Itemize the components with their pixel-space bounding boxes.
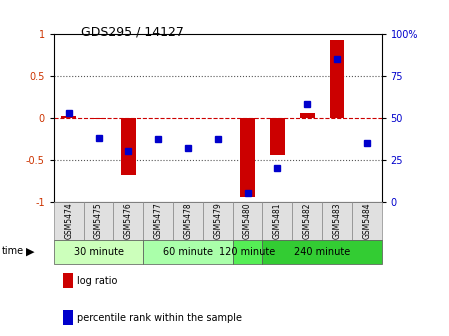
Text: GSM5479: GSM5479: [213, 203, 222, 239]
FancyBboxPatch shape: [203, 202, 233, 240]
FancyBboxPatch shape: [54, 202, 84, 240]
Text: GSM5481: GSM5481: [273, 203, 282, 239]
Bar: [121, 118, 136, 175]
Text: 120 minute: 120 minute: [220, 247, 276, 257]
Text: GDS295 / 14127: GDS295 / 14127: [81, 25, 184, 38]
Text: GSM5476: GSM5476: [124, 203, 133, 239]
Text: GSM5475: GSM5475: [94, 203, 103, 239]
FancyBboxPatch shape: [322, 202, 352, 240]
FancyBboxPatch shape: [292, 202, 322, 240]
Text: GSM5478: GSM5478: [184, 203, 193, 239]
Text: ▶: ▶: [26, 246, 35, 256]
Bar: [270, 118, 285, 155]
FancyBboxPatch shape: [352, 202, 382, 240]
Text: time: time: [2, 246, 24, 256]
Text: GSM5477: GSM5477: [154, 203, 163, 239]
Text: GSM5480: GSM5480: [243, 203, 252, 239]
FancyBboxPatch shape: [143, 240, 233, 264]
Bar: [91, 118, 106, 119]
Text: 30 minute: 30 minute: [74, 247, 123, 257]
FancyBboxPatch shape: [233, 240, 263, 264]
FancyBboxPatch shape: [263, 240, 382, 264]
Bar: [330, 40, 344, 118]
FancyBboxPatch shape: [263, 202, 292, 240]
Bar: [240, 118, 255, 197]
Bar: [62, 116, 76, 118]
Text: GSM5484: GSM5484: [362, 203, 371, 239]
FancyBboxPatch shape: [143, 202, 173, 240]
FancyBboxPatch shape: [233, 202, 263, 240]
Bar: [300, 114, 315, 118]
Text: GSM5483: GSM5483: [332, 203, 341, 239]
Text: 60 minute: 60 minute: [163, 247, 213, 257]
Text: GSM5474: GSM5474: [64, 203, 73, 239]
Text: GSM5482: GSM5482: [303, 203, 312, 239]
Text: log ratio: log ratio: [77, 276, 118, 286]
FancyBboxPatch shape: [173, 202, 203, 240]
FancyBboxPatch shape: [84, 202, 114, 240]
FancyBboxPatch shape: [114, 202, 143, 240]
Text: 240 minute: 240 minute: [294, 247, 350, 257]
FancyBboxPatch shape: [54, 240, 143, 264]
Text: percentile rank within the sample: percentile rank within the sample: [77, 312, 242, 323]
